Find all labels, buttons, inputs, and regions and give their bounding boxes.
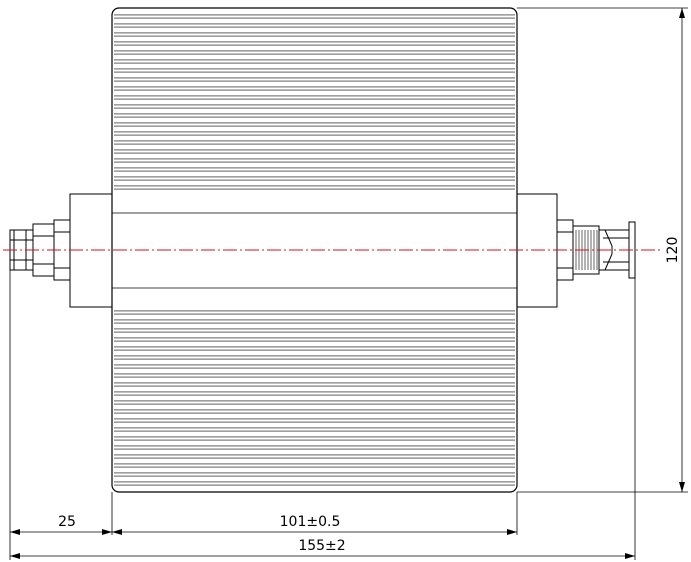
heatsink-fins (114, 14, 515, 486)
overall-length-dimension: 155±2 (10, 538, 635, 559)
height-dimension: 120 (517, 7, 688, 493)
connector-length-dimension: 25 (10, 514, 112, 535)
height-dimension-label: 120 (665, 237, 681, 264)
extension-lines (9, 270, 636, 560)
body-length-label: 101±0.5 (280, 514, 341, 530)
overall-length-label: 155±2 (298, 538, 345, 554)
height-arrow-top (679, 8, 685, 18)
heatsink-body (111, 7, 518, 493)
body-length-dimension: 101±0.5 (112, 514, 517, 535)
height-arrow-bottom (679, 482, 685, 492)
connector-length-label: 25 (58, 514, 76, 530)
